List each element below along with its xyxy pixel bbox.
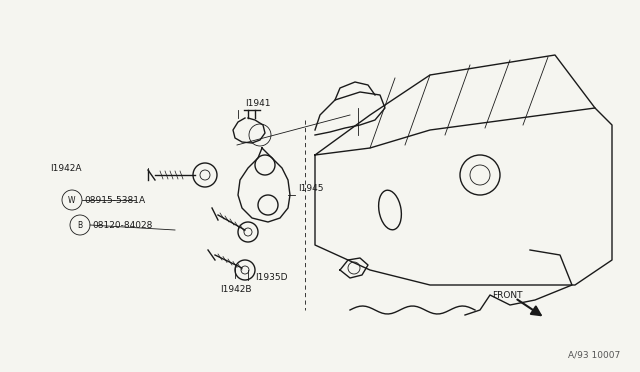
Text: FRONT: FRONT: [492, 291, 522, 299]
Text: I1941: I1941: [245, 99, 271, 108]
Text: I1945: I1945: [298, 183, 323, 192]
Text: 08915-5381A: 08915-5381A: [84, 196, 145, 205]
Text: I1942B: I1942B: [220, 285, 252, 295]
Text: A/93 10007: A/93 10007: [568, 351, 620, 360]
Text: B: B: [77, 221, 83, 230]
Text: W: W: [68, 196, 76, 205]
Text: I1942A: I1942A: [50, 164, 81, 173]
Text: I1935D: I1935D: [255, 273, 287, 282]
Text: 08120-84028: 08120-84028: [92, 221, 152, 230]
